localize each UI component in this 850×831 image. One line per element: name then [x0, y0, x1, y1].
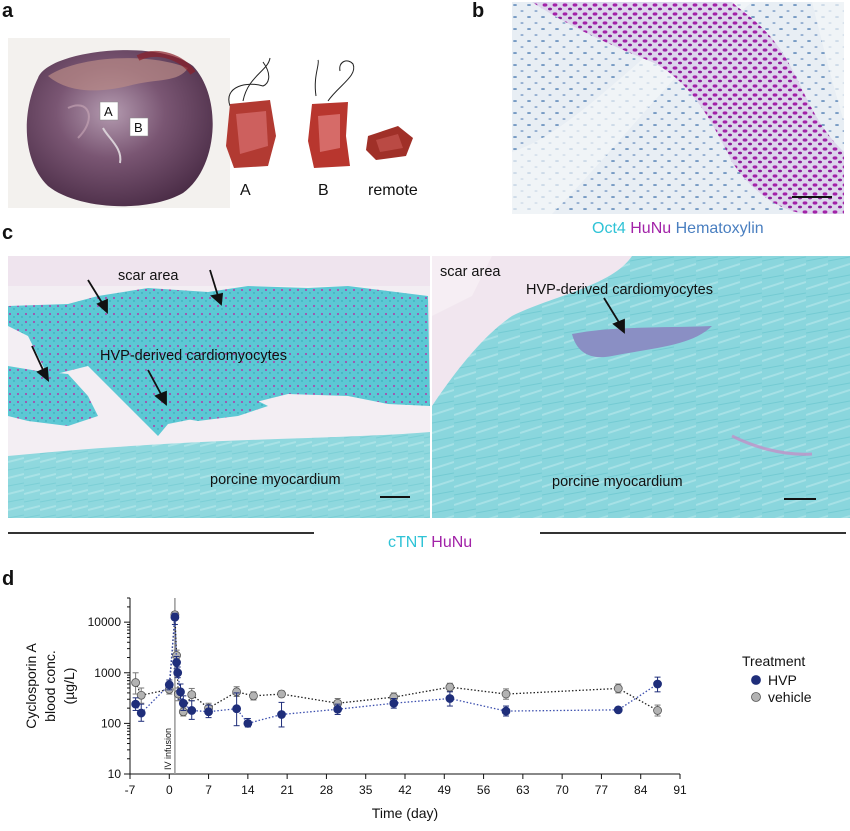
- hvp-point: [243, 718, 253, 728]
- x-tick-label: 49: [438, 783, 452, 797]
- divider-right: [540, 532, 846, 534]
- x-tick-label: 91: [673, 783, 687, 797]
- y-tick-label: 10000: [88, 615, 122, 629]
- hvp-point: [445, 694, 455, 703]
- legend-label-vehicle: vehicle: [768, 689, 812, 705]
- hvp-point: [333, 704, 343, 714]
- x-tick-label: -7: [125, 783, 136, 797]
- heart-marker-a: A: [104, 104, 113, 119]
- y-tick-label: 10: [108, 767, 122, 781]
- x-tick-label: 21: [280, 783, 294, 797]
- heart-photo: [8, 38, 230, 208]
- x-tick-label: 35: [359, 783, 373, 797]
- y-axis-label-line: Cyclosporin A: [23, 643, 39, 729]
- histology-image-c-right: [432, 256, 850, 518]
- panel-label-d: d: [2, 568, 15, 590]
- x-tick-label: 56: [477, 783, 491, 797]
- label-scar-area-right: scar area: [440, 264, 501, 280]
- hvp-point: [172, 658, 181, 667]
- sample-label-a: A: [240, 182, 251, 199]
- stain-legend-b: Oct4 HuNu Hematoxylin: [592, 220, 764, 238]
- vehicle-point: [249, 691, 258, 701]
- hvp-point: [164, 680, 174, 690]
- hvp-point: [277, 710, 286, 719]
- vehicle-point: [136, 690, 146, 700]
- label-porcine-myocardium-left: porcine myocardium: [210, 472, 341, 488]
- x-tick-label: 77: [595, 783, 609, 797]
- y-axis-label-line: (µg/L): [61, 668, 77, 705]
- sample-label-remote: remote: [368, 182, 418, 199]
- panel-label-b: b: [472, 0, 485, 22]
- label-porcine-myocardium-right: porcine myocardium: [552, 474, 683, 490]
- cyclosporin-chart: -7 0 7 14 21 28 35 42 49 56 63 70 77 84 91 10 100 1000 100…: [23, 597, 812, 821]
- vehicle-point: [653, 706, 662, 715]
- hvp-point: [232, 704, 242, 714]
- hvp-point: [204, 707, 213, 717]
- vehicle-point: [445, 682, 455, 692]
- stain-hematoxylin: Hematoxylin: [675, 220, 764, 237]
- label-hvp-cardiomyocytes-right: HVP-derived cardiomyocytes: [526, 282, 713, 298]
- hvp-point: [653, 679, 662, 689]
- histology-image-b: [512, 2, 844, 214]
- x-tick-label: 63: [516, 783, 530, 797]
- stain-hunu: HuNu: [630, 220, 672, 237]
- vehicle-point: [131, 678, 141, 687]
- y-axis-label-line: blood conc.: [42, 650, 58, 722]
- x-tick-label: 14: [241, 783, 255, 797]
- legend-marker-hvp: [751, 675, 761, 685]
- sample-label-b: B: [318, 182, 329, 199]
- vehicle-point: [277, 689, 286, 699]
- hvp-point: [170, 612, 180, 622]
- hvp-series-line: [135, 617, 658, 725]
- hvp-point: [389, 698, 399, 708]
- panel-label-a: a: [2, 0, 14, 22]
- label-scar-area-left: scar area: [118, 268, 179, 284]
- divider-left: [8, 532, 314, 534]
- stain-legend-c: cTNT HuNu: [388, 534, 472, 552]
- stain-hunu-c: HuNu: [431, 534, 473, 551]
- hvp-point: [136, 708, 146, 718]
- label-hvp-cardiomyocytes-left: HVP-derived cardiomyocytes: [100, 348, 287, 364]
- legend-label-hvp: HVP: [768, 672, 797, 688]
- hvp-point: [187, 706, 197, 715]
- x-tick-label: 7: [205, 783, 212, 797]
- x-tick-label: 0: [166, 783, 173, 797]
- y-tick-label: 100: [101, 716, 121, 730]
- hvp-point: [501, 706, 511, 716]
- vehicle-point: [187, 690, 197, 700]
- x-axis-label: Time (day): [372, 805, 438, 821]
- hvp-point: [176, 687, 185, 697]
- heart-marker-b: B: [134, 120, 143, 135]
- histology-image-c-left: [8, 256, 430, 518]
- stain-oct4: Oct4: [592, 220, 626, 237]
- legend-title: Treatment: [742, 653, 805, 669]
- x-tick-label: 42: [398, 783, 412, 797]
- tissue-samples: [226, 57, 413, 168]
- x-tick-label: 84: [634, 783, 648, 797]
- hvp-point: [613, 705, 623, 715]
- vehicle-point: [501, 689, 511, 699]
- stain-ctnt: cTNT: [388, 534, 427, 551]
- hvp-point: [178, 698, 188, 708]
- panel-label-c: c: [2, 222, 14, 244]
- legend-marker-vehicle: [751, 692, 761, 702]
- hvp-point: [173, 668, 183, 678]
- y-tick-label: 1000: [94, 666, 121, 680]
- iv-infusion-label: IV infusion: [163, 728, 173, 770]
- x-tick-label: 70: [555, 783, 569, 797]
- vehicle-point: [613, 684, 623, 693]
- x-tick-label: 28: [320, 783, 334, 797]
